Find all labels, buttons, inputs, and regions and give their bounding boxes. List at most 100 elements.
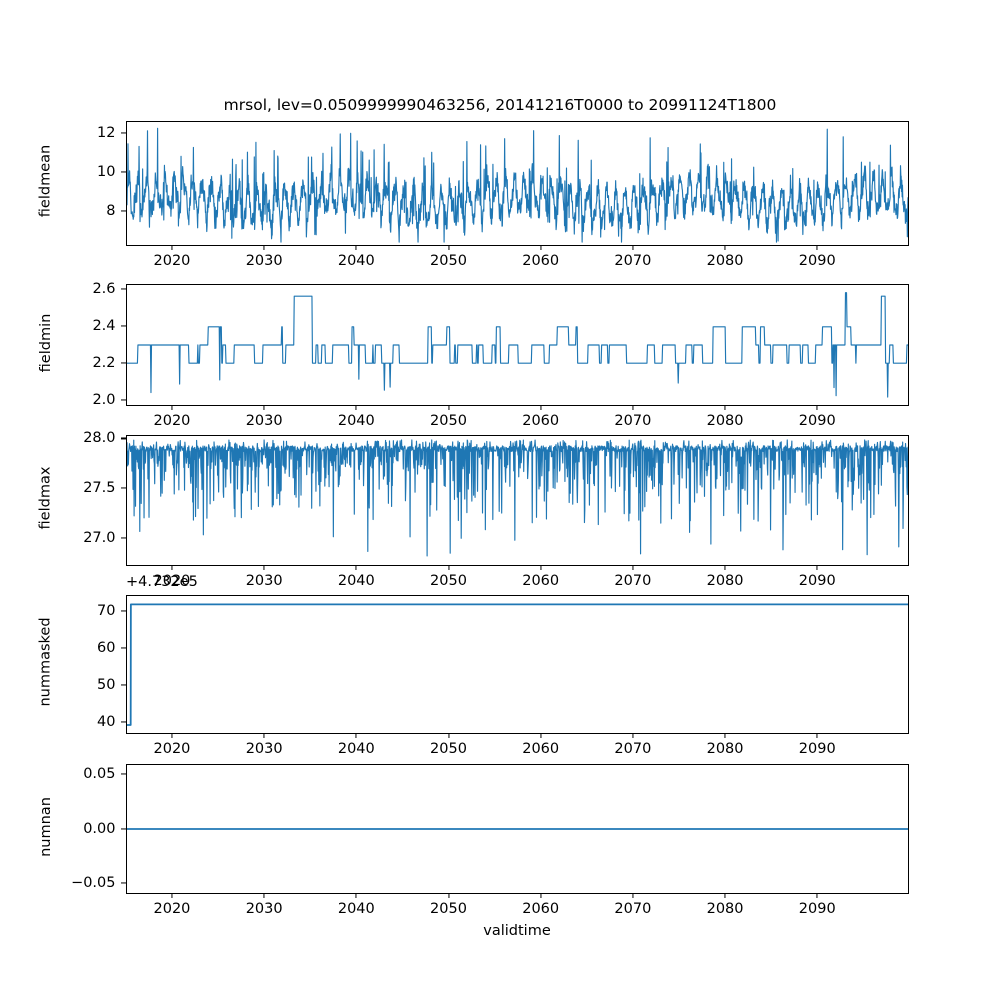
- y-tick-label-fieldmin: 2.4: [92, 318, 116, 334]
- x-tick-mark: [171, 405, 173, 410]
- x-tick-label: 2090: [798, 900, 836, 917]
- x-tick-mark: [816, 565, 818, 570]
- x-tick-mark: [447, 245, 450, 250]
- x-tick-label: 2090: [798, 412, 836, 429]
- x-tick-label: 2040: [337, 740, 375, 757]
- x-tick-label: 2070: [614, 412, 652, 429]
- y-axis-offset-text-nummasked: +4.732e5: [126, 573, 198, 590]
- figure-title: mrsol, lev=0.0509999990463256, 20141216T…: [223, 96, 777, 114]
- y-tick-label-numnan: −0.05: [71, 874, 116, 891]
- x-tick-mark: [540, 245, 542, 250]
- x-tick-mark: [632, 565, 634, 570]
- x-tick-label: 2060: [522, 412, 560, 429]
- data-line-fieldmin: [126, 291, 908, 398]
- x-tick-label: 2090: [798, 252, 836, 269]
- y-tick-mark-fieldmin: [121, 362, 126, 364]
- x-tick-label: 2020: [153, 252, 191, 269]
- x-tick-mark: [724, 245, 726, 250]
- x-tick-label: 2020: [153, 740, 191, 757]
- x-tick-mark: [171, 893, 173, 898]
- x-tick-mark: [447, 893, 450, 898]
- y-tick-mark-fieldmax: [121, 537, 126, 539]
- y-tick-label-nummasked: 60: [97, 639, 116, 656]
- x-tick-mark: [355, 733, 357, 738]
- y-tick-mark-fieldmean: [121, 132, 126, 134]
- x-tick-label: 2080: [706, 572, 744, 589]
- y-tick-mark-nummasked: [121, 610, 126, 612]
- x-tick-label: 2070: [614, 572, 652, 589]
- x-tick-mark: [540, 565, 542, 570]
- x-tick-label: 2070: [614, 900, 652, 917]
- y-tick-mark-numnan: [121, 882, 126, 884]
- x-tick-mark: [355, 565, 357, 570]
- x-tick-mark: [355, 245, 357, 250]
- x-tick-label: 2060: [522, 900, 560, 917]
- y-tick-mark-nummasked: [121, 647, 126, 649]
- x-tick-mark: [263, 245, 265, 250]
- x-tick-mark: [355, 405, 357, 410]
- x-tick-label: 2060: [522, 572, 560, 589]
- y-tick-label-fieldmean: 8: [106, 202, 116, 219]
- x-tick-label: 2050: [430, 740, 467, 757]
- x-tick-mark: [540, 405, 542, 410]
- x-tick-mark: [632, 405, 634, 410]
- x-tick-label: 2060: [522, 740, 560, 757]
- x-tick-mark: [540, 733, 542, 738]
- y-tick-label-fieldmin: 2.2: [92, 354, 116, 371]
- x-tick-label: 2020: [153, 900, 191, 917]
- y-tick-label-fieldmean: 12: [97, 125, 116, 142]
- x-tick-label: 2030: [245, 252, 283, 269]
- x-axis-label: validtime: [483, 922, 551, 939]
- data-line-numnan: [126, 827, 908, 830]
- x-tick-mark: [816, 893, 818, 898]
- x-tick-mark: [263, 733, 265, 738]
- x-tick-label: 2080: [706, 412, 744, 429]
- x-tick-label: 2090: [798, 572, 836, 589]
- x-tick-mark: [816, 405, 818, 410]
- y-tick-label-numnan: 0.00: [83, 820, 116, 837]
- x-tick-label: 2090: [798, 740, 836, 757]
- data-line-fieldmean: [126, 127, 908, 243]
- y-axis-label-numnan: numnan: [37, 796, 54, 857]
- x-tick-mark: [724, 405, 726, 410]
- y-tick-mark-fieldmean: [121, 171, 126, 173]
- y-tick-mark-fieldmean: [121, 210, 126, 212]
- x-tick-label: 2030: [245, 740, 283, 757]
- x-tick-mark: [263, 405, 265, 410]
- x-tick-label: 2080: [706, 740, 744, 757]
- y-tick-mark-fieldmin: [121, 399, 126, 401]
- x-tick-mark: [447, 405, 450, 410]
- x-tick-mark: [816, 733, 818, 738]
- y-tick-mark-numnan: [121, 827, 126, 830]
- y-tick-label-nummasked: 70: [97, 603, 116, 620]
- x-tick-label: 2020: [153, 412, 191, 429]
- x-tick-label: 2070: [614, 740, 652, 757]
- x-tick-mark: [171, 245, 173, 250]
- x-tick-label: 2050: [430, 900, 467, 917]
- x-tick-mark: [816, 245, 818, 250]
- x-tick-label: 2070: [614, 252, 652, 269]
- plot-panel-fieldmean: [125, 120, 909, 246]
- x-tick-mark: [171, 565, 173, 570]
- x-tick-mark: [724, 733, 726, 738]
- plot-panel-fieldmax: [125, 434, 909, 566]
- y-tick-mark-fieldmin: [121, 288, 126, 290]
- y-tick-label-fieldmax: 27.5: [83, 480, 116, 497]
- x-tick-label: 2080: [706, 252, 744, 269]
- x-tick-label: 2040: [337, 412, 375, 429]
- data-line-nummasked: [126, 602, 908, 726]
- x-tick-mark: [447, 733, 450, 738]
- y-tick-mark-nummasked: [121, 721, 126, 723]
- y-tick-mark-fieldmax: [121, 487, 126, 489]
- x-tick-label: 2080: [706, 900, 744, 917]
- x-tick-mark: [632, 733, 634, 738]
- x-tick-mark: [632, 893, 634, 898]
- x-tick-mark: [263, 565, 265, 570]
- x-tick-label: 2050: [430, 572, 467, 589]
- y-tick-mark-fieldmin: [121, 325, 126, 327]
- x-tick-mark: [724, 893, 726, 898]
- x-tick-mark: [355, 893, 357, 898]
- x-tick-mark: [171, 733, 173, 738]
- plot-panel-numnan: [125, 763, 909, 894]
